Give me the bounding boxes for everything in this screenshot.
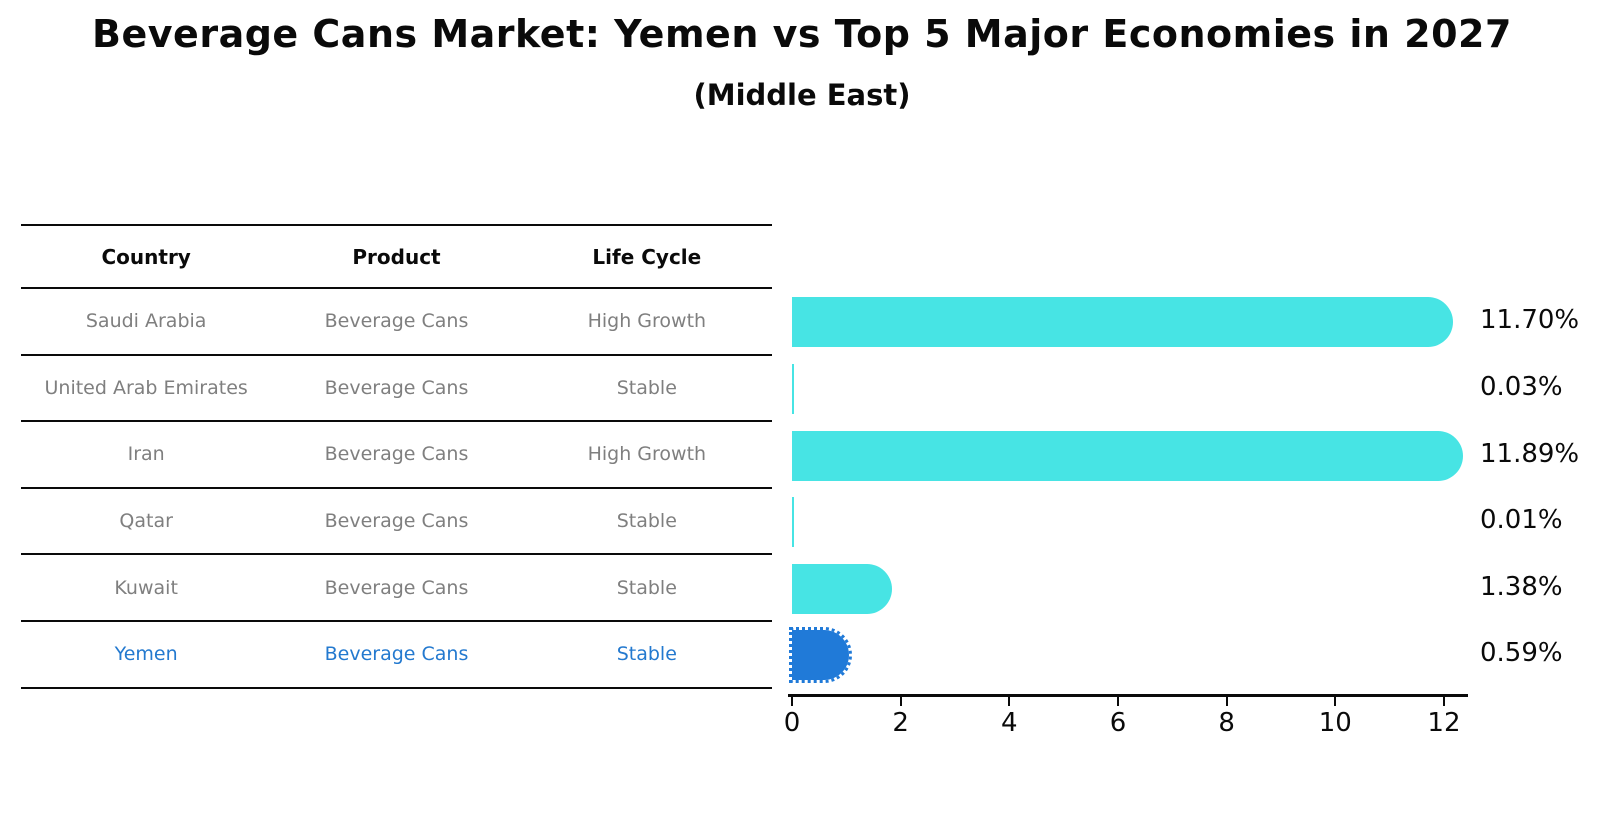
x-tick-mark-2 [899, 696, 902, 706]
bar-kuwait [792, 563, 892, 614]
table-cell-product: Beverage Cans [324, 310, 469, 333]
table-row-united-arab-emirates: United Arab Emirates Beverage Cans Stable [21, 356, 772, 423]
table-row-iran: Iran Beverage Cans High Growth [21, 422, 772, 489]
x-tick-mark-0 [791, 696, 793, 706]
x-axis-line [788, 694, 1468, 697]
table-cell-life-cycle: Stable [616, 643, 677, 666]
table-cell-country: Kuwait [114, 576, 178, 599]
table-row-qatar: Qatar Beverage Cans Stable [21, 489, 772, 556]
table-cell-life-cycle: Stable [616, 576, 677, 599]
x-tick-label-4: 4 [1001, 708, 1018, 738]
x-tick-label-12: 12 [1427, 708, 1461, 738]
table-cell-life-cycle: High Growth [587, 443, 707, 466]
table-cell-life-cycle: Stable [616, 376, 677, 399]
table-cell-product: Beverage Cans [324, 643, 469, 666]
table-cell-product: Beverage Cans [324, 443, 469, 466]
table-body: Saudi Arabia Beverage Cans High Growth Unit… [21, 289, 772, 689]
chart-subtitle: (Middle East) [693, 78, 911, 112]
table-cell-country: Iran [127, 443, 165, 466]
table-cell-country: United Arab Emirates [44, 376, 248, 399]
table-row-saudi-arabia: Saudi Arabia Beverage Cans High Growth [21, 289, 772, 356]
value-label-united-arab-emirates: 0.03% [1480, 371, 1563, 402]
chart-title: Beverage Cans Market: Yemen vs Top 5 Maj… [92, 12, 1512, 56]
x-tick-mark-8 [1225, 696, 1228, 706]
bar-iran [792, 430, 1463, 481]
table-cell-country: Qatar [119, 510, 173, 533]
bar-yemen [788, 627, 853, 684]
table-row-kuwait: Kuwait Beverage Cans Stable [21, 555, 772, 622]
bar-qatar [792, 497, 794, 548]
x-tick-mark-6 [1116, 696, 1119, 706]
table-cell-country: Saudi Arabia [85, 310, 207, 333]
table-cell-country: Yemen [114, 643, 178, 666]
x-tick-label-0: 0 [783, 708, 801, 738]
x-tick-mark-12 [1442, 696, 1445, 706]
value-label-qatar: 0.01% [1480, 505, 1563, 536]
table-header-row: Country Product Life Cycle [21, 224, 772, 289]
table-header-life-cycle: Life Cycle [592, 244, 702, 269]
table-row-yemen: Yemen Beverage Cans Stable [21, 622, 772, 689]
summary-table: Country Product Life Cycle Saudi Arabia B… [21, 224, 772, 689]
value-label-kuwait: 1.38% [1480, 571, 1563, 602]
value-label-yemen: 0.59% [1480, 638, 1563, 669]
x-tick-label-2: 2 [892, 708, 909, 738]
table-cell-product: Beverage Cans [324, 510, 469, 533]
value-label-saudi-arabia: 11.70% [1480, 305, 1580, 336]
value-label-iran: 11.89% [1480, 438, 1580, 469]
x-tick-label-10: 10 [1318, 708, 1352, 738]
table-cell-life-cycle: Stable [616, 510, 677, 533]
x-tick-mark-10 [1334, 696, 1337, 706]
table-cell-product: Beverage Cans [324, 576, 469, 599]
bar-united-arab-emirates [792, 363, 794, 414]
table-header-product: Product [352, 244, 441, 269]
x-tick-label-6: 6 [1109, 708, 1127, 738]
x-tick-label-8: 8 [1218, 708, 1235, 738]
table-header-country: Country [101, 244, 191, 269]
table-cell-life-cycle: High Growth [587, 310, 707, 333]
bar-saudi-arabia [792, 297, 1453, 348]
x-tick-mark-4 [1008, 696, 1011, 706]
table-cell-product: Beverage Cans [324, 376, 469, 399]
